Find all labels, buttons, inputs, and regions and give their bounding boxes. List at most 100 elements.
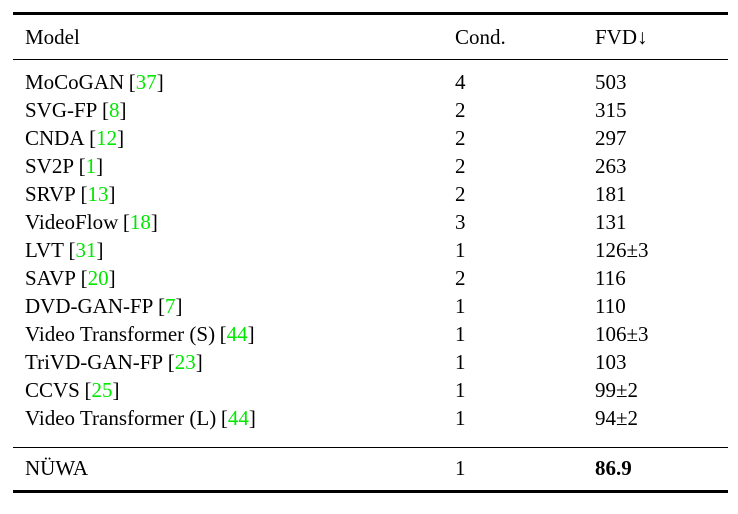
citation-link[interactable]: 1 <box>85 153 97 178</box>
citation-link[interactable]: 44 <box>226 321 248 346</box>
bracket-open: [ <box>220 405 228 430</box>
model-name: SVG-FP <box>25 97 98 122</box>
model-name: NÜWA <box>25 456 88 481</box>
table-row: CNDA [12] 2 297 <box>13 124 728 152</box>
fvd-cell: 126±3 <box>595 237 649 262</box>
model-cell: NÜWA <box>13 454 455 482</box>
model-name: CNDA <box>25 125 85 150</box>
citation: [37] <box>129 70 164 94</box>
bracket-open: [ <box>84 377 92 402</box>
citation-link[interactable]: 25 <box>91 377 113 402</box>
model-name: SV2P <box>25 153 75 178</box>
model-cell: Video Transformer (L) [44] <box>13 404 455 432</box>
citation-link[interactable]: 37 <box>135 69 157 94</box>
bracket-open: [ <box>157 293 165 318</box>
fvd-cell: 86.9 <box>595 456 632 481</box>
bracket-close: ] <box>119 97 127 122</box>
model-cell: LVT [31] <box>13 236 455 264</box>
bracket-open: [ <box>122 209 130 234</box>
bottom-rule <box>13 490 728 493</box>
citation: [31] <box>69 238 104 262</box>
cond-cell: 1 <box>455 456 466 481</box>
model-name: MoCoGAN <box>25 69 125 94</box>
citation-link[interactable]: 18 <box>129 209 151 234</box>
citation-link[interactable]: 7 <box>164 293 176 318</box>
citation: [12] <box>89 126 124 150</box>
table-row: SRVP [13] 2 181 <box>13 180 728 208</box>
table-row: SVG-FP [8] 2 315 <box>13 96 728 124</box>
bracket-close: ] <box>175 293 183 318</box>
fvd-cell: 263 <box>595 153 627 178</box>
table-row: SV2P [1] 2 263 <box>13 152 728 180</box>
model-cell: SVG-FP [8] <box>13 96 455 124</box>
bracket-open: [ <box>68 237 76 262</box>
citation: [25] <box>84 378 119 402</box>
pre-final-rule <box>13 446 728 449</box>
model-cell: TriVD-GAN-FP [23] <box>13 348 455 376</box>
fvd-cell: 131 <box>595 209 627 234</box>
table-body: MoCoGAN [37] 4 503 SVG-FP [8] 2 315 CNDA [1… <box>13 60 728 447</box>
fvd-cell: 103 <box>595 349 627 374</box>
citation-link[interactable]: 20 <box>87 265 109 290</box>
citation-link[interactable]: 23 <box>174 349 196 374</box>
table-row: Video Transformer (L) [44] 1 94±2 <box>13 404 728 432</box>
bracket-close: ] <box>248 405 256 430</box>
model-name: SRVP <box>25 181 76 206</box>
bracket-open: [ <box>167 349 175 374</box>
bracket-close: ] <box>150 209 158 234</box>
model-name: CCVS <box>25 377 80 402</box>
bracket-close: ] <box>108 181 116 206</box>
fvd-cell: 116 <box>595 265 626 290</box>
cond-cell: 2 <box>455 181 466 206</box>
model-name: Video Transformer (L) <box>25 405 217 430</box>
cond-cell: 2 <box>455 97 466 122</box>
fvd-cell: 503 <box>595 69 627 94</box>
table-row: TriVD-GAN-FP [23] 1 103 <box>13 348 728 376</box>
header-rule <box>13 58 728 60</box>
table-row: MoCoGAN [37] 4 503 <box>13 68 728 96</box>
bracket-close: ] <box>108 265 116 290</box>
fvd-cell: 181 <box>595 181 627 206</box>
cond-cell: 1 <box>455 405 466 430</box>
citation: [7] <box>158 294 183 318</box>
results-table: Model Cond. FVD↓ MoCoGAN [37] 4 503 SVG-F… <box>13 12 728 493</box>
bracket-open: [ <box>101 97 109 122</box>
bracket-close: ] <box>156 69 164 94</box>
citation: [13] <box>80 182 115 206</box>
citation: [8] <box>102 98 127 122</box>
model-cell: MoCoGAN [37] <box>13 68 455 96</box>
model-name: LVT <box>25 237 64 262</box>
model-name: Video Transformer (S) <box>25 321 216 346</box>
model-cell: VideoFlow [18] <box>13 208 455 236</box>
table-final-body: NÜWA 1 86.9 <box>13 448 728 490</box>
model-cell: CCVS [25] <box>13 376 455 404</box>
citation-link[interactable]: 13 <box>87 181 109 206</box>
col-header-model: Model <box>25 24 80 49</box>
citation: [23] <box>168 350 203 374</box>
citation: [1] <box>79 154 104 178</box>
citation-link[interactable]: 44 <box>227 405 249 430</box>
fvd-cell: 99±2 <box>595 377 639 402</box>
bracket-open: [ <box>128 69 136 94</box>
table-row: LVT [31] 1 126±3 <box>13 236 728 264</box>
table-header: Model Cond. FVD↓ <box>13 15 728 59</box>
cond-cell: 4 <box>455 69 466 94</box>
table-row: VideoFlow [18] 3 131 <box>13 208 728 236</box>
model-cell: Video Transformer (S) [44] <box>13 320 455 348</box>
cond-cell: 2 <box>455 265 466 290</box>
cond-cell: 1 <box>455 321 466 346</box>
col-header-cond: Cond. <box>455 24 506 49</box>
table-row: CCVS [25] 1 99±2 <box>13 376 728 404</box>
citation-link[interactable]: 12 <box>96 125 118 150</box>
citation-link[interactable]: 8 <box>108 97 120 122</box>
cond-cell: 1 <box>455 237 466 262</box>
bracket-close: ] <box>96 153 104 178</box>
citation-link[interactable]: 31 <box>75 237 97 262</box>
citation: [20] <box>81 266 116 290</box>
top-rule <box>13 12 728 15</box>
bracket-close: ] <box>247 321 255 346</box>
fvd-cell: 315 <box>595 97 627 122</box>
bracket-open: [ <box>219 321 227 346</box>
citation: [18] <box>123 210 158 234</box>
